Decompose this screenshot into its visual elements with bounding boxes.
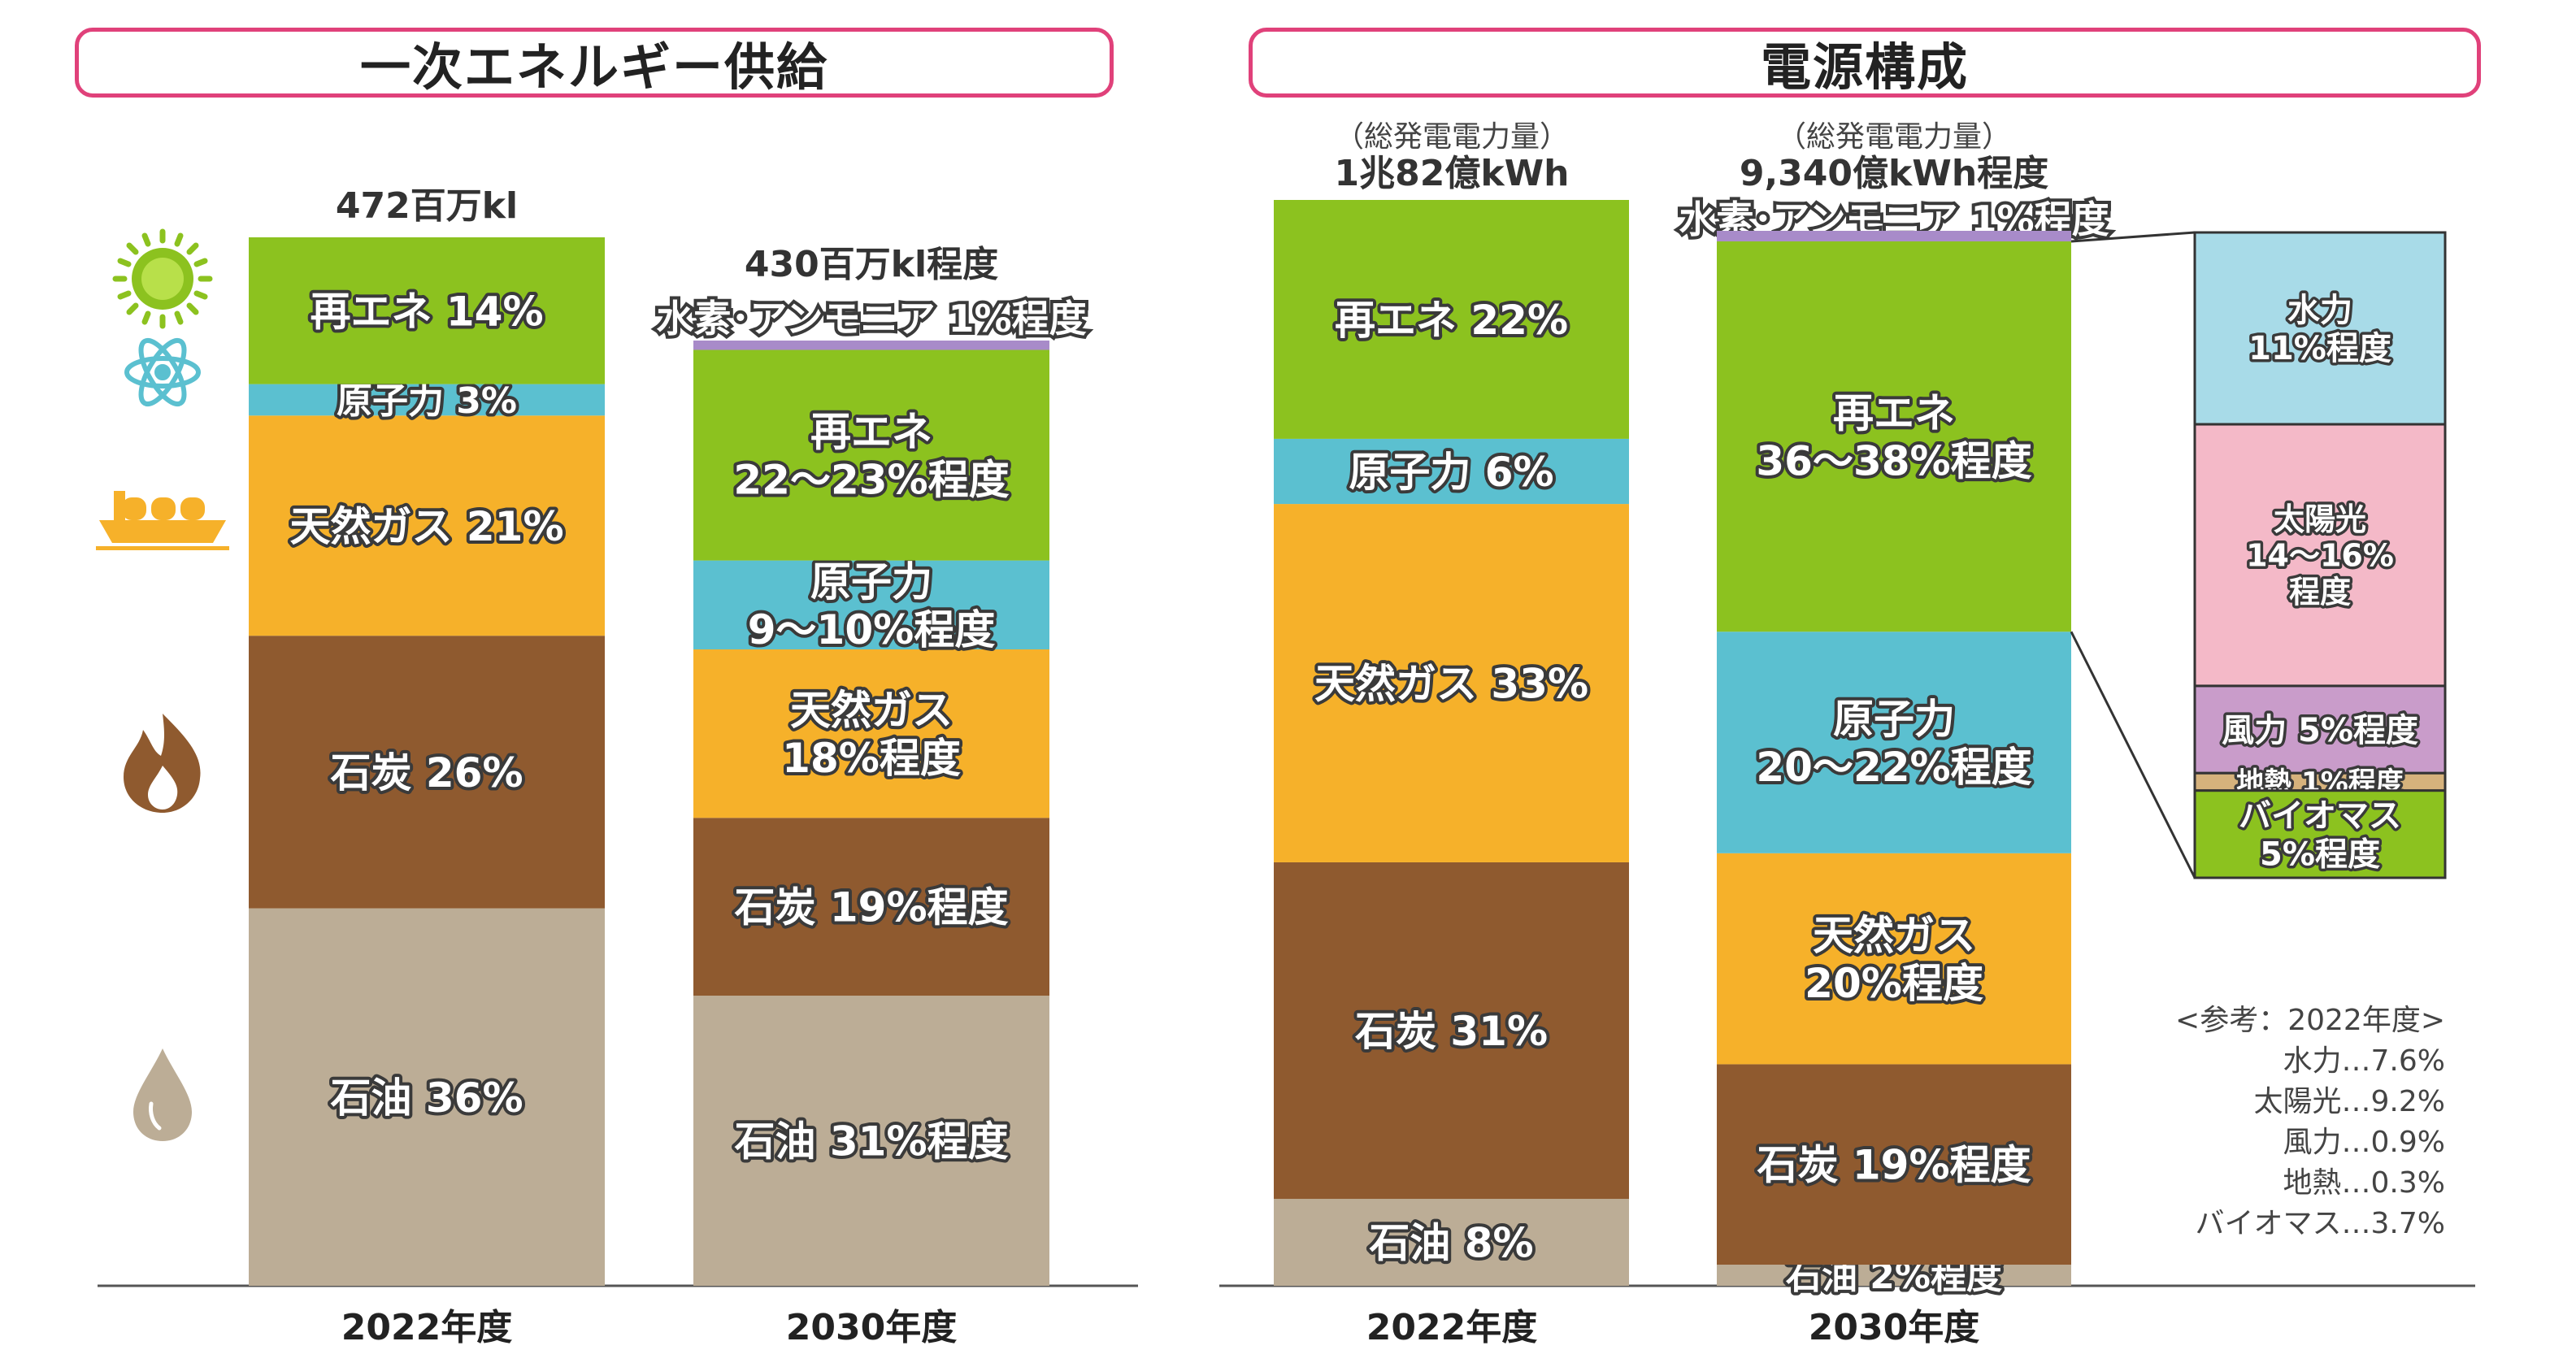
chart0-2022-renewable-label: 再エネ 14% bbox=[310, 288, 543, 335]
oil-drop-icon bbox=[133, 1048, 192, 1141]
power-mix-title: 電源構成 bbox=[1760, 37, 1969, 97]
chart0-2022-coal-label: 石炭 26% bbox=[330, 749, 523, 797]
flame-icon bbox=[124, 714, 201, 813]
primary-energy-header: 一次エネルギー供給 bbox=[75, 28, 1114, 98]
renewable-breakdown-wind-label: 風力 5%程度 bbox=[2222, 712, 2418, 749]
chart1-2030-gas-bar bbox=[1717, 853, 2071, 1065]
chart1-2022-gas-bar bbox=[1274, 504, 1629, 862]
chart0-2030-nuclear-bar bbox=[693, 560, 1049, 649]
chart0-2022-gas-label: 天然ガス 21% bbox=[289, 503, 563, 550]
breakdown-connector-bottom bbox=[2070, 631, 2196, 879]
right-total-2022: 1兆82億kWh bbox=[1335, 153, 1570, 194]
chart0-2030-coal-label: 石炭 19%程度 bbox=[734, 884, 1008, 931]
renewable-breakdown-hydro-bar bbox=[2193, 231, 2447, 426]
left-tick-2022: 2022年度 bbox=[341, 1307, 512, 1348]
chart1-2030-hydrogen-bar bbox=[1717, 231, 2071, 241]
chart1-2030-coal-bar bbox=[1717, 1064, 2071, 1265]
reference-note: <参考：2022年度> 水力…7.6% 太陽光…9.2% 風力…0.9% 地熱…… bbox=[2175, 1004, 2445, 1240]
chart1-2030-renewable-bar bbox=[1717, 241, 2071, 632]
chart0-2030-renewable-label: 再エネ 22〜23%程度 bbox=[733, 409, 1009, 504]
chart1-2030-nuclear-bar bbox=[1717, 632, 2071, 853]
chart1-2030-renewable-label: 再エネ 36〜38%程度 bbox=[1756, 390, 2031, 485]
right-caption-2030: （総発電電力量） bbox=[1777, 120, 2011, 154]
chart1-2030-nuclear-label: 原子力 20〜22%程度 bbox=[1756, 696, 2031, 791]
chart0-2022-coal-bar bbox=[249, 636, 605, 909]
chart0-2030-hydrogen-bar bbox=[693, 341, 1049, 350]
chart1-2022-renewable-bar bbox=[1274, 200, 1629, 439]
chart1-2022-coal-label: 石炭 31% bbox=[1355, 1008, 1548, 1055]
chart1-2030-gas-label: 天然ガス 20%程度 bbox=[1805, 912, 1983, 1007]
chart0-2030-oil-label: 石油 31%程度 bbox=[734, 1118, 1008, 1165]
renewable-breakdown-solar-label: 太陽光 14〜16%程度 bbox=[2246, 501, 2394, 610]
chart0-2022-nuclear-label: 原子力 3% bbox=[337, 380, 517, 422]
chart1-2022-oil-bar bbox=[1274, 1199, 1629, 1286]
reference-item-solar: 太陽光…9.2% bbox=[2254, 1085, 2445, 1118]
chart1-2022-oil-label: 石油 8% bbox=[1369, 1220, 1533, 1267]
left-total-2030: 430百万kl程度 bbox=[745, 244, 998, 285]
primary-energy-title: 一次エネルギー供給 bbox=[359, 37, 828, 97]
reference-item-wind: 風力…0.9% bbox=[2283, 1126, 2445, 1159]
chart0-2030-gas-label: 天然ガス 18%程度 bbox=[782, 687, 961, 782]
renewable-breakdown-biomass-label: バイオマス 5%程度 bbox=[2239, 797, 2401, 873]
chart0-2030-coal-bar bbox=[693, 818, 1049, 996]
reference-item-hydro: 水力…7.6% bbox=[2283, 1044, 2445, 1078]
power-mix-header: 電源構成 bbox=[1249, 28, 2481, 98]
chart0-2022-nuclear-bar bbox=[249, 384, 605, 416]
atom-icon bbox=[124, 337, 201, 407]
sun-icon bbox=[112, 228, 213, 329]
chart1-2030-coal-label: 石炭 19%程度 bbox=[1757, 1142, 2031, 1189]
chart1-2022-renewable-label: 再エネ 22% bbox=[1335, 297, 1568, 344]
chart0-2030-oil-bar bbox=[693, 996, 1049, 1286]
left-tick-2030: 2030年度 bbox=[786, 1307, 957, 1348]
chart1-2022-coal-bar bbox=[1274, 862, 1629, 1200]
chart1-2022-gas-label: 天然ガス 33% bbox=[1314, 661, 1588, 708]
renewable-breakdown-hydro-label: 水力 11%程度 bbox=[2248, 292, 2391, 367]
renewable-breakdown-biomass-bar bbox=[2193, 789, 2447, 879]
chart0-2022-gas-bar bbox=[249, 415, 605, 636]
chart0-2022-oil-bar bbox=[249, 908, 605, 1286]
left-hydrogen-label-2030: 水素･アンモニア 1%程度 bbox=[656, 297, 1086, 341]
right-total-2030: 9,340億kWh程度 bbox=[1740, 153, 2048, 194]
chart0-2022-oil-label: 石油 36% bbox=[330, 1074, 523, 1122]
chart0-2022-renewable-bar bbox=[249, 237, 605, 384]
reference-item-biomass: バイオマス…3.7% bbox=[2196, 1207, 2445, 1240]
left-total-2022: 472百万kl bbox=[336, 185, 518, 227]
lng-ship-icon bbox=[96, 491, 229, 550]
bars-layer: 石油 36% 石炭 26% 天然ガス 21% 原子力 3% 再エネ 14% 石油 31%程… bbox=[249, 200, 2071, 1300]
chart0-2030-renewable-bar bbox=[693, 349, 1049, 561]
reference-title: <参考：2022年度> bbox=[2175, 1004, 2445, 1037]
chart1-2030-oil-bar bbox=[1717, 1265, 2071, 1286]
right-tick-2030: 2030年度 bbox=[1809, 1307, 1979, 1348]
renewable-breakdown-solar-bar bbox=[2193, 423, 2447, 688]
renewable-breakdown-wind-bar bbox=[2193, 684, 2447, 775]
chart0-2030-nuclear-label: 原子力 9〜10%程度 bbox=[748, 558, 995, 653]
chart1-2022-nuclear-bar bbox=[1274, 438, 1629, 505]
chart0-2030-gas-bar bbox=[693, 649, 1049, 818]
chart1-2022-nuclear-label: 原子力 6% bbox=[1349, 449, 1553, 496]
breakdown-connector-top bbox=[2070, 231, 2196, 243]
right-caption-2022: （総発電電力量） bbox=[1335, 120, 1569, 154]
right-tick-2022: 2022年度 bbox=[1366, 1307, 1537, 1348]
reference-item-geothermal: 地熱…0.3% bbox=[2283, 1166, 2445, 1200]
